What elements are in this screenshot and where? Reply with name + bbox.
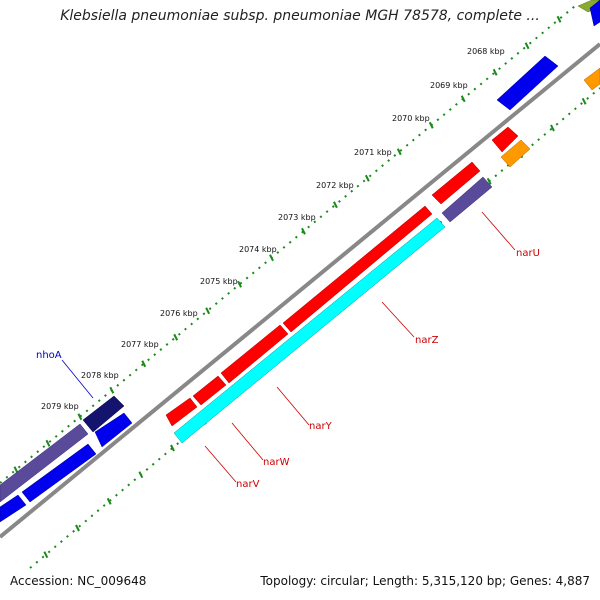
gene-arrow-narW[interactable] [165, 397, 198, 427]
map-title: Klebsiella pneumoniae subsp. pneumoniae … [60, 8, 540, 24]
inner-major-tick [138, 471, 144, 479]
inner-major-tick [550, 124, 555, 132]
tick-label-2075: 2075 kbp [200, 277, 238, 286]
outer-major-tick [269, 254, 274, 262]
gene-arrow-nhoA[interactable] [82, 395, 125, 433]
tick-labels: 2068 kbp 2069 kbp 2070 kbp 2071 kbp 2072… [41, 47, 505, 411]
gene-label-narW[interactable]: narW [263, 457, 290, 468]
tick-label-2078: 2078 kbp [81, 371, 119, 380]
inner-major-tick [170, 444, 175, 452]
genome-summary-text: Topology: circular; Length: 5,315,120 bp… [260, 574, 590, 588]
gene-arrow-purple-narU[interactable] [441, 176, 493, 223]
outer-major-tick [524, 42, 530, 50]
forward-features [0, 0, 600, 503]
outer-tick-ring [0, 5, 576, 484]
tick-label-2071: 2071 kbp [354, 148, 392, 157]
outer-major-tick [141, 360, 147, 368]
outer-major-tick [109, 386, 115, 394]
gene-label-narU[interactable]: narU [516, 248, 540, 259]
outer-major-tick [237, 280, 242, 288]
gene-arrow-olive-top[interactable] [577, 0, 600, 13]
outer-major-tick [460, 95, 466, 103]
gene-arrow-blue-left[interactable] [21, 443, 97, 503]
gene-arrow-orange-top[interactable] [583, 67, 600, 91]
inner-major-tick [106, 497, 112, 505]
tick-label-2073: 2073 kbp [278, 213, 316, 222]
tick-label-2077: 2077 kbp [121, 340, 159, 349]
tick-label-2074: 2074 kbp [239, 245, 277, 254]
tick-label-2070: 2070 kbp [392, 114, 430, 123]
gene-arrow-red-small[interactable] [491, 126, 519, 153]
inner-major-tick [43, 551, 49, 559]
outer-major-tick [364, 174, 370, 182]
gene-label-nhoA[interactable]: nhoA [36, 350, 62, 361]
gene-arrow-orange-mid[interactable] [500, 139, 531, 168]
outer-major-tick [77, 413, 83, 421]
outer-major-tick [396, 148, 402, 156]
outer-major-tick [333, 201, 338, 209]
inner-major-tick [75, 524, 80, 532]
inner-major-tick [486, 177, 492, 185]
tick-label-2076: 2076 kbp [160, 309, 198, 318]
gene-arrow-narY[interactable] [192, 375, 227, 406]
genome-backbone [0, 42, 600, 539]
gene-labels: narU narZ narY narW narV nhoA [36, 248, 540, 490]
outer-major-tick [205, 307, 211, 315]
tick-label-2079: 2079 kbp [41, 402, 79, 411]
gene-arrow-blue-edge[interactable] [0, 494, 27, 523]
gene-label-narV[interactable]: narV [236, 479, 260, 490]
outer-major-tick [173, 333, 179, 341]
tick-label-2069: 2069 kbp [430, 81, 468, 90]
outer-major-tick [301, 227, 306, 235]
gene-label-lines [61, 211, 516, 483]
outer-major-tick [556, 15, 562, 23]
gene-arrow-blue-corner[interactable] [589, 0, 600, 27]
gene-arrow-blue-top[interactable] [496, 55, 559, 111]
outer-major-tick [428, 121, 434, 129]
gene-label-narZ[interactable]: narZ [415, 335, 439, 346]
gene-arrow-blue-mid[interactable] [94, 412, 133, 448]
outer-major-tick [492, 68, 498, 76]
tick-label-2068: 2068 kbp [467, 47, 505, 56]
gene-label-narY[interactable]: narY [309, 421, 333, 432]
gene-arrow-purple-left[interactable] [0, 423, 89, 503]
reverse-features [0, 0, 600, 523]
gene-arrow-narU[interactable] [431, 161, 481, 205]
outer-major-tick [45, 439, 51, 447]
tick-label-2072: 2072 kbp [316, 181, 354, 190]
accession-text: Accession: NC_009648 [10, 574, 147, 588]
gene-arrow-narZ-2[interactable] [220, 324, 289, 384]
inner-major-tick [581, 97, 587, 105]
gene-arrow-narZ-1[interactable] [282, 205, 433, 333]
gene-arrow-narV-cyan[interactable] [173, 217, 446, 444]
